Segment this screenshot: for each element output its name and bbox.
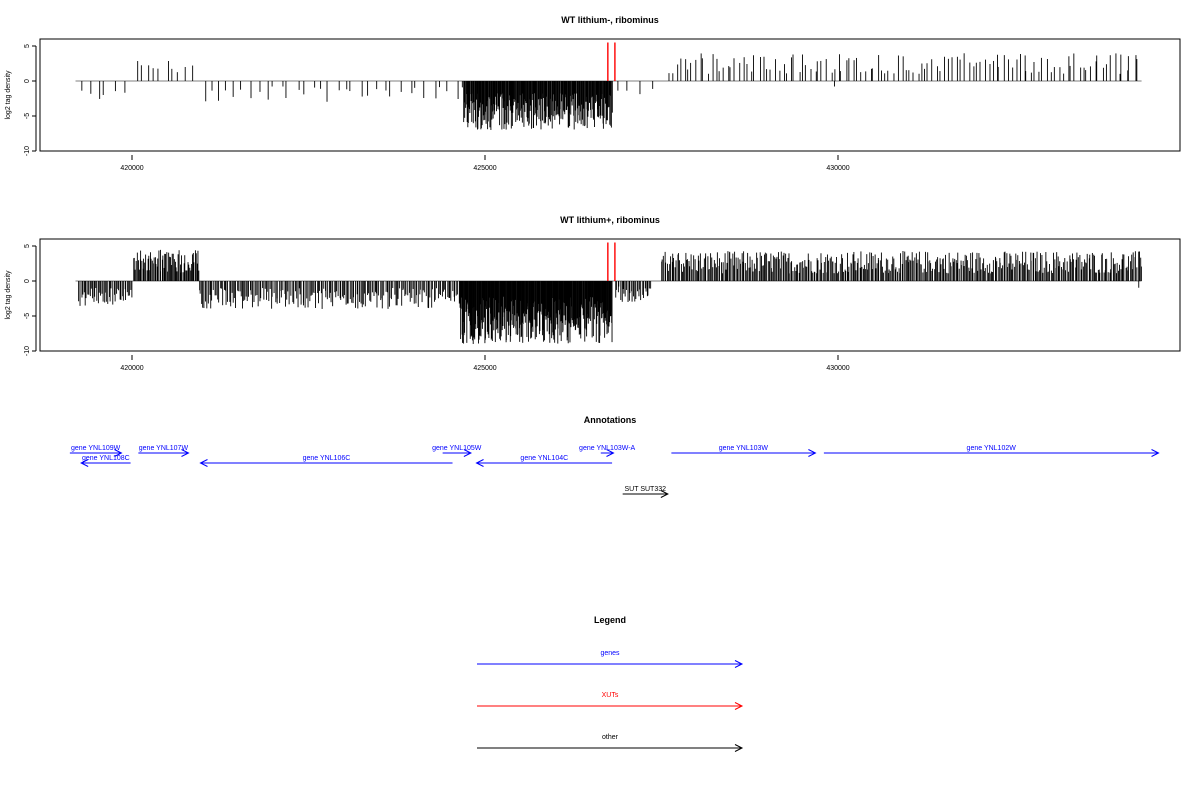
density-bars bbox=[75, 42, 1142, 130]
gene-annotation: gene YNL104C bbox=[475, 455, 613, 467]
x-axis: 420000 425000 430000 bbox=[120, 355, 850, 372]
y-tick-label: -5 bbox=[24, 313, 31, 319]
gene-annotation: gene YNL107W bbox=[138, 445, 190, 457]
y-axis: 5 0 -5 -10 log2 tag density bbox=[5, 44, 37, 156]
x-tick-label: 430000 bbox=[826, 365, 849, 372]
y-tick-label: -10 bbox=[24, 346, 31, 356]
legend-item: XUTs bbox=[477, 692, 744, 710]
gene-annotation: gene YNL102W bbox=[823, 445, 1160, 457]
gene-label: gene YNL105W bbox=[432, 445, 482, 452]
panel-title: WT lithium+, ribominus bbox=[560, 215, 660, 225]
y-tick-label: 5 bbox=[24, 44, 31, 48]
gene-label: gene YNL102W bbox=[967, 445, 1017, 452]
gene-label: gene YNL108C bbox=[82, 455, 130, 462]
density-bars bbox=[75, 242, 1142, 344]
gene-arrow-head bbox=[606, 449, 615, 457]
legend-item: genes bbox=[477, 650, 744, 668]
legend-label: other bbox=[602, 734, 619, 741]
gene-label: gene YNL103W bbox=[719, 445, 769, 452]
y-tick-label: 0 bbox=[24, 279, 31, 283]
gene-annotation: gene YNL103W-A bbox=[579, 445, 636, 457]
x-tick-label: 425000 bbox=[473, 165, 496, 172]
gene-arrow-head bbox=[475, 459, 484, 467]
plot-frame bbox=[39, 238, 1181, 352]
legend-arrow-head bbox=[734, 660, 744, 668]
x-axis: 420000 425000 430000 bbox=[120, 155, 850, 172]
gene-arrow-head bbox=[114, 449, 123, 457]
y-axis-label: log2 tag density bbox=[5, 70, 12, 120]
track-panel-lithium-minus: WT lithium-, ribominus 5 0 -5 -10 log2 t… bbox=[5, 15, 1181, 172]
legend-item: other bbox=[477, 734, 744, 752]
y-tick-label: 5 bbox=[24, 244, 31, 248]
legend-label: genes bbox=[600, 650, 620, 657]
x-tick-label: 425000 bbox=[473, 365, 496, 372]
gene-arrow-head bbox=[181, 449, 190, 457]
y-axis-label: log2 tag density bbox=[5, 270, 12, 320]
gene-label: gene YNL109W bbox=[71, 445, 121, 452]
y-tick-label: -5 bbox=[24, 113, 31, 119]
legend-arrow-head bbox=[734, 702, 744, 710]
gene-arrow-head bbox=[660, 490, 669, 498]
plot-frame bbox=[39, 38, 1181, 152]
legend-label: XUTs bbox=[602, 692, 619, 699]
legend: Legend genes XUTs other bbox=[477, 615, 744, 752]
x-tick-label: 420000 bbox=[120, 165, 143, 172]
y-tick-label: -10 bbox=[24, 146, 31, 156]
gene-annotation: gene YNL106C bbox=[199, 455, 453, 467]
gene-arrow-head bbox=[80, 459, 89, 467]
panel-title: WT lithium-, ribominus bbox=[561, 15, 659, 25]
legend-arrow-head bbox=[734, 744, 744, 752]
gene-arrow-head bbox=[808, 449, 817, 457]
gene-track: gene YNL109W gene YNL108C gene YNL107W gene… bbox=[69, 445, 1160, 498]
legend-title: Legend bbox=[594, 615, 626, 625]
gene-arrow-head bbox=[199, 459, 208, 467]
gene-label: gene YNL103W-A bbox=[579, 445, 635, 452]
gene-arrow-head bbox=[463, 449, 472, 457]
gene-arrow-head bbox=[1151, 449, 1160, 457]
gene-annotation: gene YNL109W bbox=[69, 445, 123, 457]
x-tick-label: 420000 bbox=[120, 365, 143, 372]
gene-annotation: gene YNL103W bbox=[671, 445, 817, 457]
legend-items: genes XUTs other bbox=[477, 650, 744, 752]
y-axis: 5 0 -5 -10 log2 tag density bbox=[5, 244, 37, 356]
gene-label: gene YNL107W bbox=[139, 445, 189, 452]
gene-label: gene YNL106C bbox=[303, 455, 351, 462]
track-panel-lithium-plus: WT lithium+, ribominus 5 0 -5 -10 log2 t… bbox=[5, 215, 1181, 372]
gene-label: gene YNL104C bbox=[520, 455, 568, 462]
gene-label: SUT SUT332 bbox=[625, 486, 667, 493]
gene-annotation: SUT SUT332 bbox=[622, 486, 669, 498]
x-tick-label: 430000 bbox=[826, 165, 849, 172]
annotations-title: Annotations bbox=[584, 415, 637, 425]
gene-annotation: gene YNL105W bbox=[432, 445, 482, 457]
y-tick-label: 0 bbox=[24, 79, 31, 83]
gene-annotation: gene YNL108C bbox=[80, 455, 131, 467]
